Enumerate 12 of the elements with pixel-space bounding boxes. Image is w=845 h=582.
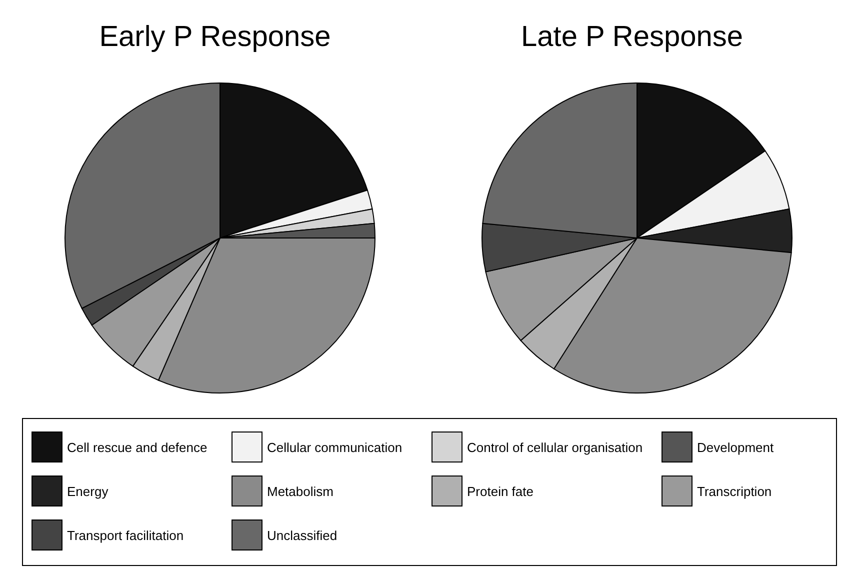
legend-label: Control of cellular organisation bbox=[467, 440, 643, 455]
slice-label: Early P Response bbox=[99, 21, 331, 53]
legend-label: Energy bbox=[67, 484, 109, 499]
legend-label: Transport facilitation bbox=[67, 528, 184, 543]
legend-label: Cell rescue and defence bbox=[67, 440, 208, 455]
legend-label: Transcription bbox=[697, 484, 772, 499]
legend-label: Unclassified bbox=[267, 528, 338, 543]
slice-label: Late P Response bbox=[521, 21, 743, 53]
legend-label: Metabolism bbox=[267, 484, 334, 499]
legend-label: Protein fate bbox=[467, 484, 534, 499]
legend-label: Development bbox=[697, 440, 774, 455]
legend-label: Cellular communication bbox=[267, 440, 402, 455]
